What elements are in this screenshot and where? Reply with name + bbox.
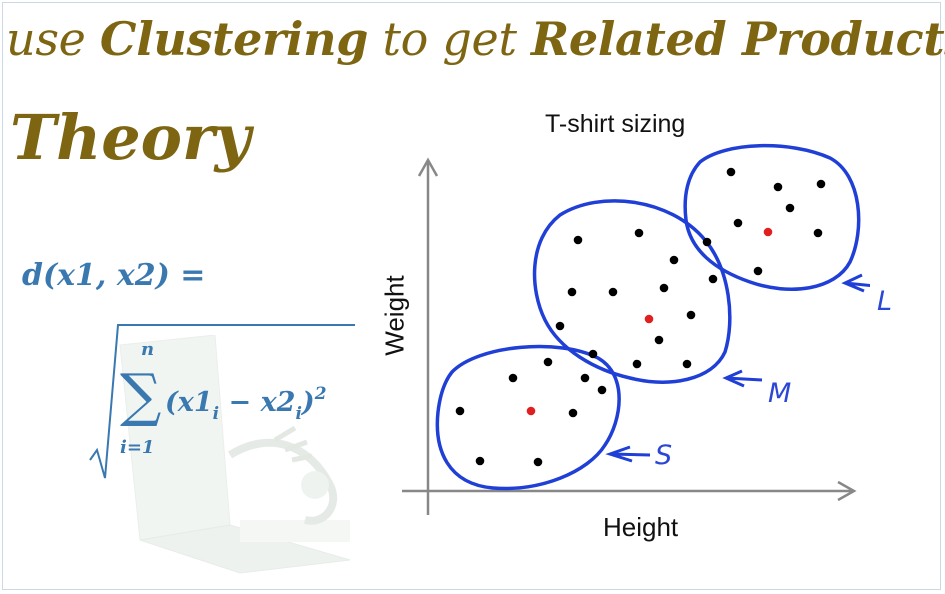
data-point-m-4 [708, 274, 718, 284]
cluster-outline-l [683, 144, 861, 291]
data-point-m-5 [567, 287, 577, 297]
title-word-to-get: to get [382, 12, 517, 66]
data-point-l-8 [753, 266, 763, 276]
centroid-s [526, 406, 536, 416]
sum-upper-limit: n [141, 339, 154, 360]
title-word-clustering: Clustering [99, 12, 369, 66]
data-point-m-10 [654, 335, 664, 345]
title-word-related-products: Related Products [530, 12, 945, 66]
data-point-l-4 [785, 203, 795, 213]
data-point-l-3 [816, 179, 826, 189]
cluster-outline-m [532, 199, 732, 384]
scatter-chart [402, 144, 870, 515]
chart-title: T-shirt sizing [545, 110, 686, 138]
slide-title: use Clustering to get Related Products [6, 10, 945, 68]
cluster-outline-s [435, 344, 621, 491]
arrow-s [605, 445, 651, 463]
label-l: L [877, 286, 893, 317]
data-point-m-12 [632, 359, 642, 369]
title-word-use: use [6, 12, 86, 66]
x-axis-label: Height [603, 512, 679, 542]
data-point-s-2 [508, 373, 518, 383]
arrow-m [722, 369, 763, 388]
data-point-m-2 [634, 228, 644, 238]
data-point-m-13 [682, 359, 692, 369]
sum-lower-limit: i=1 [120, 437, 154, 458]
size-annotations [605, 273, 870, 463]
data-point-m-11 [588, 349, 598, 359]
sqrt-radical [89, 324, 355, 479]
data-point-s-1 [455, 406, 465, 416]
data-point-m-3 [669, 255, 679, 265]
data-point-l-5 [733, 218, 743, 228]
data-point-l-1 [726, 167, 736, 177]
data-point-m-1 [573, 235, 583, 245]
data-point-l-6 [813, 228, 823, 238]
label-s: S [655, 440, 673, 471]
label-m: M [768, 378, 792, 409]
data-point-s-5 [597, 385, 607, 395]
data-points [455, 167, 826, 467]
formula-lhs: d(x1, x2) = [22, 258, 206, 293]
data-point-m-8 [686, 310, 696, 320]
data-point-s-7 [475, 456, 485, 466]
sum-symbol: ∑ [120, 361, 161, 429]
data-point-l-7 [702, 237, 712, 247]
data-point-l-2 [773, 182, 783, 192]
data-point-s-6 [568, 408, 578, 418]
data-point-s-4 [580, 373, 590, 383]
data-point-m-7 [659, 283, 669, 293]
x-axis-arrow [837, 480, 857, 502]
sum-body: (x1i − x2i)2 [165, 384, 327, 424]
arrow-l [841, 273, 870, 293]
centroid-m [644, 314, 654, 324]
slide-subtitle: Theory [10, 101, 251, 174]
data-point-m-6 [608, 287, 618, 297]
chart-axes [402, 157, 857, 515]
laptop-background-image [119, 335, 351, 574]
centroid-l [763, 227, 773, 237]
y-axis-arrow [417, 157, 439, 177]
data-point-m-9 [555, 321, 565, 331]
cluster-outlines [435, 144, 861, 491]
data-point-s-8 [533, 457, 543, 467]
distance-formula: n ∑ i=1 (x1i − x2i)2 [89, 324, 355, 479]
data-point-s-3 [543, 357, 553, 367]
